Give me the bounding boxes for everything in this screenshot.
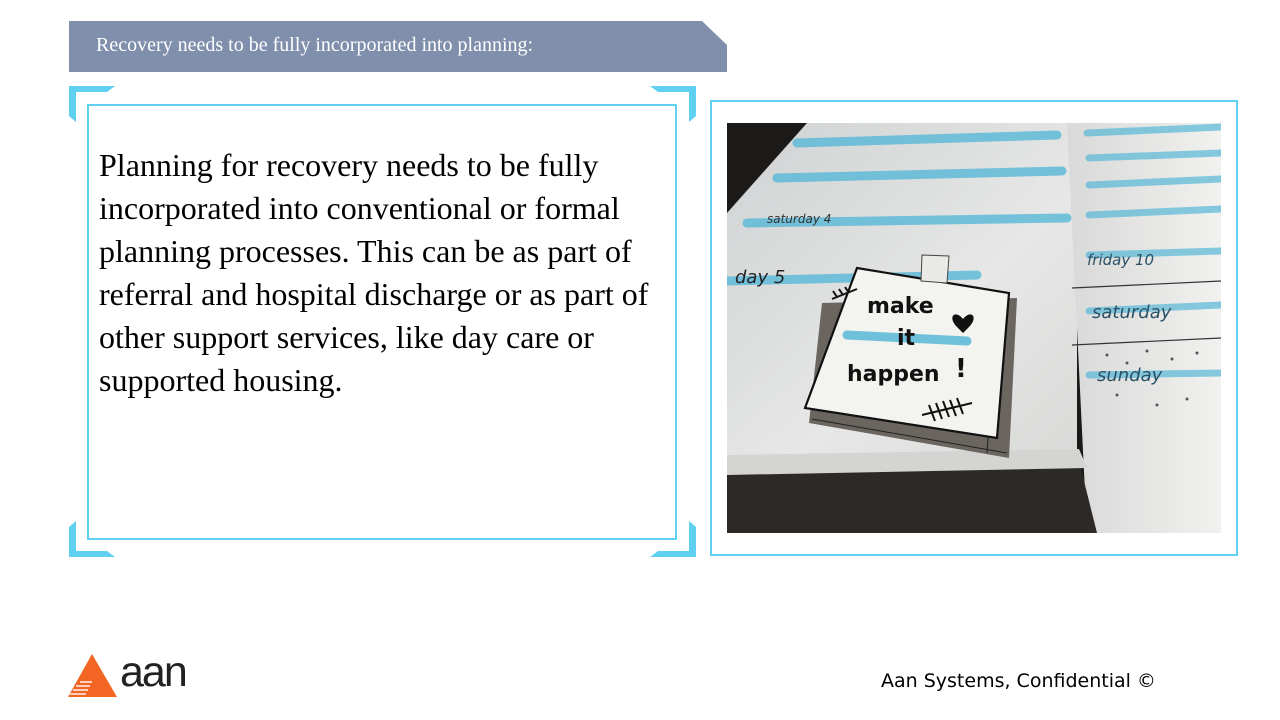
title-banner: Recovery needs to be fully incorporated …: [69, 21, 727, 72]
frame-corner-bottom-right: [650, 521, 696, 557]
note-word-it: it: [897, 326, 916, 351]
planner-photo: friday 10 saturday sunday day 5 saturday…: [727, 123, 1221, 533]
note-word-make: make: [867, 294, 934, 319]
heart-icon: [952, 314, 974, 333]
logo-triangle-icon: [68, 654, 117, 697]
body-paragraph: Planning for recovery needs to be fully …: [99, 147, 649, 398]
day-saturday-left: saturday 4: [767, 212, 831, 226]
day-friday: friday 10: [1087, 251, 1154, 269]
day-sunday: sunday: [1097, 365, 1163, 386]
frame-corner-bottom-left: [69, 521, 115, 557]
aan-logo: aan: [68, 648, 193, 700]
slide-title: Recovery needs to be fully incorporated …: [96, 34, 534, 56]
day-saturday: saturday: [1092, 302, 1172, 323]
note-exclamation: !: [955, 354, 967, 384]
frame-corner-top-left: [69, 86, 115, 122]
note-word-happen: happen: [847, 362, 940, 387]
footer-confidential: Aan Systems, Confidential ©: [881, 670, 1156, 692]
logo-wordmark: aan: [120, 648, 188, 696]
photo-frame: friday 10 saturday sunday day 5 saturday…: [710, 100, 1238, 556]
planner-illustration: friday 10 saturday sunday day 5 saturday…: [727, 123, 1221, 533]
frame-corner-top-right: [650, 86, 696, 122]
text-frame: Planning for recovery needs to be fully …: [69, 86, 696, 557]
leaf-icon: [831, 286, 973, 422]
day-five: day 5: [735, 267, 785, 288]
text-box: [87, 104, 677, 540]
